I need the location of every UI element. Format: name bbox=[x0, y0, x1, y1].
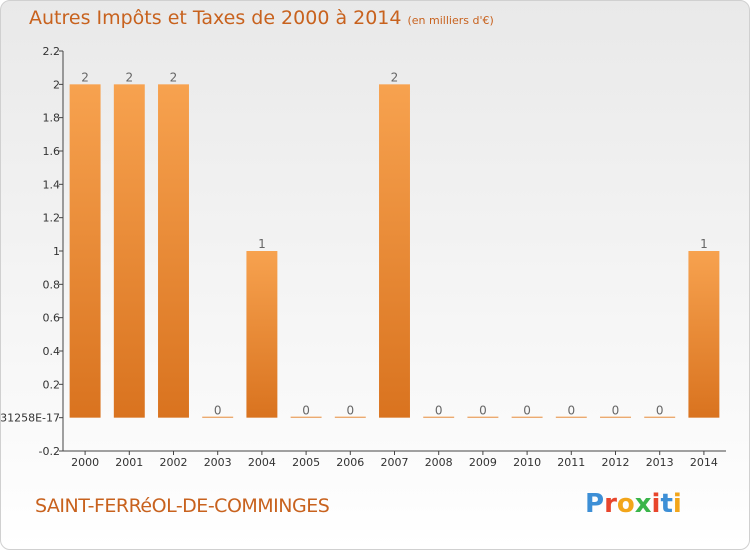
data-label: 2 bbox=[391, 70, 399, 84]
x-tick-label: 2014 bbox=[690, 456, 718, 469]
logo-letter: i bbox=[672, 489, 682, 519]
bar bbox=[511, 416, 543, 418]
y-axis: 2.2 2 1.8 1.6 1.4 1.2 1 0.8 0.6 0.4 0.2 -5.55111512… bbox=[1, 45, 64, 458]
data-label: 0 bbox=[656, 404, 664, 418]
data-label: 0 bbox=[346, 404, 354, 418]
y-tick-label: 1.8 bbox=[43, 112, 61, 125]
y-tick-label: 1.4 bbox=[43, 178, 61, 191]
bar bbox=[467, 416, 499, 418]
logo-letter: o bbox=[616, 489, 635, 519]
x-tick-label: 2011 bbox=[557, 456, 585, 469]
bar bbox=[202, 416, 234, 418]
bar bbox=[246, 251, 278, 418]
x-tick-label: 2002 bbox=[160, 456, 188, 469]
x-tick-label: 2009 bbox=[469, 456, 497, 469]
title-text: Autres Impôts et Taxes de 2000 à 2014 bbox=[29, 7, 402, 29]
x-tick-label: 2001 bbox=[115, 456, 143, 469]
logo-letter: r bbox=[604, 489, 617, 519]
y-tick-label: -0.2 bbox=[39, 445, 60, 458]
x-tick-label: 2005 bbox=[292, 456, 320, 469]
data-label: 0 bbox=[612, 404, 620, 418]
x-tick-label: 2013 bbox=[646, 456, 674, 469]
bar bbox=[379, 84, 410, 418]
bar bbox=[113, 84, 145, 418]
commune-name: SAINT-FERRéOL-DE-COMMINGES bbox=[35, 495, 330, 517]
data-label: 0 bbox=[523, 404, 531, 418]
logo-letter: i bbox=[651, 489, 661, 519]
y-tick-label: 1.2 bbox=[43, 212, 61, 225]
data-label: 1 bbox=[258, 237, 266, 251]
data-label: 0 bbox=[302, 404, 310, 418]
data-label: 0 bbox=[567, 404, 575, 418]
bar bbox=[600, 416, 631, 418]
logo-letter: x bbox=[634, 489, 652, 519]
y-tick-label: -5.5511151231258E-17 bbox=[1, 412, 60, 425]
y-tick-label: 0.6 bbox=[43, 312, 61, 325]
proxiti-logo: Proxiti bbox=[585, 489, 682, 519]
bar bbox=[69, 84, 101, 418]
logo-letter: t bbox=[660, 489, 673, 519]
bars: 2 2 2 0 1 0 0 2 0 0 0 0 0 0 1 bbox=[69, 70, 720, 418]
x-tick-label: 2007 bbox=[381, 456, 409, 469]
bar bbox=[290, 416, 322, 418]
y-tick-label: 1.6 bbox=[43, 145, 61, 158]
logo-letter: P bbox=[585, 489, 605, 519]
bar bbox=[688, 251, 720, 418]
unit-label: (en milliers d'€) bbox=[407, 14, 494, 27]
y-tick-label: 2.2 bbox=[43, 45, 61, 58]
x-tick-label: 2012 bbox=[602, 456, 630, 469]
chart-title: Autres Impôts et Taxes de 2000 à 2014 (en… bbox=[29, 7, 494, 29]
bar bbox=[334, 416, 366, 418]
y-tick-label: 1 bbox=[53, 245, 60, 258]
data-label: 2 bbox=[170, 70, 178, 84]
x-tick-label: 2004 bbox=[248, 456, 276, 469]
y-tick-label: 2 bbox=[53, 78, 60, 91]
data-label: 1 bbox=[700, 237, 708, 251]
bar bbox=[423, 416, 455, 418]
bar bbox=[555, 416, 587, 418]
x-axis: 2000 2001 2002 2003 2004 2005 2006 2007 2008 2009… bbox=[63, 450, 726, 469]
bar bbox=[644, 416, 676, 418]
data-label: 2 bbox=[81, 70, 89, 84]
x-tick-label: 2003 bbox=[204, 456, 232, 469]
data-label: 2 bbox=[125, 70, 133, 84]
x-tick-label: 2000 bbox=[71, 456, 99, 469]
x-tick-label: 2010 bbox=[513, 456, 541, 469]
y-tick-label: 0.8 bbox=[43, 278, 61, 291]
bar bbox=[158, 84, 189, 418]
x-tick-label: 2008 bbox=[425, 456, 453, 469]
y-tick-label: 0.4 bbox=[43, 345, 61, 358]
data-label: 0 bbox=[214, 404, 222, 418]
data-label: 0 bbox=[479, 404, 487, 418]
y-tick-label: 0.2 bbox=[43, 378, 61, 391]
x-tick-label: 2006 bbox=[336, 456, 364, 469]
data-label: 0 bbox=[435, 404, 443, 418]
